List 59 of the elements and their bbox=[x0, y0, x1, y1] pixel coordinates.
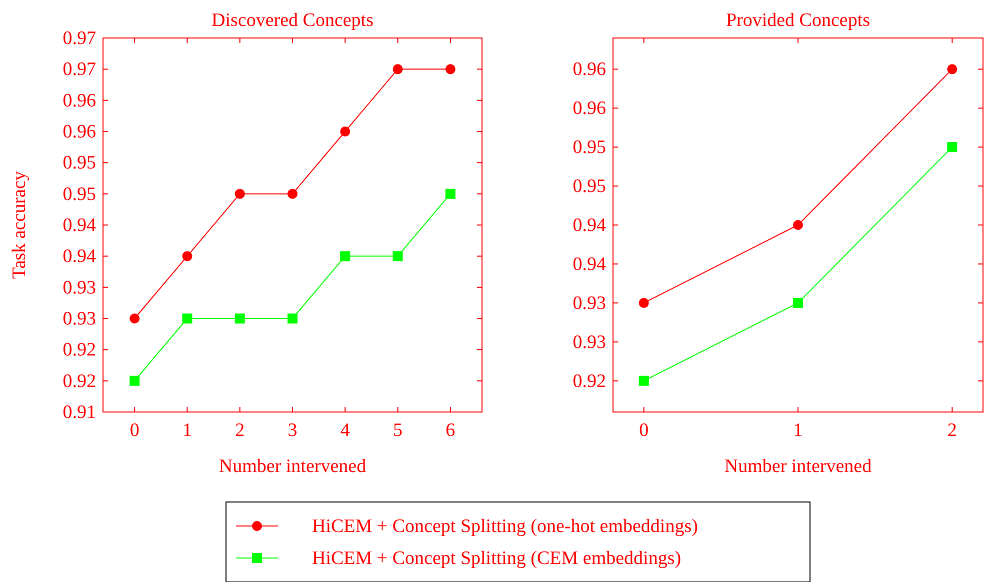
point bbox=[234, 188, 245, 199]
chart-title: Discovered Concepts bbox=[212, 10, 374, 31]
y-tick-label: 0.94 bbox=[62, 215, 96, 236]
y-tick-label: 0.95 bbox=[572, 176, 606, 198]
y-tick-label: 0.91 bbox=[62, 402, 96, 423]
y-tick-label: 0.95 bbox=[62, 152, 96, 174]
point bbox=[947, 142, 958, 152]
y-tick-label: 0.96 bbox=[62, 90, 96, 112]
point bbox=[130, 314, 140, 324]
point bbox=[793, 298, 803, 308]
point bbox=[288, 314, 298, 324]
point bbox=[445, 188, 456, 199]
x-axis-title: Number intervened bbox=[218, 456, 367, 477]
point bbox=[288, 188, 298, 199]
y-tick-label: 0.93 bbox=[62, 308, 96, 330]
point bbox=[793, 220, 803, 230]
legend-label: HiCEM + Concept Splitting (one-hot embeddings) bbox=[312, 516, 698, 537]
point bbox=[445, 64, 456, 74]
y-tick-label: 0.96 bbox=[572, 98, 606, 120]
y-tick-label: 0.92 bbox=[62, 370, 96, 392]
x-tick-label: 4 bbox=[340, 420, 350, 441]
x-tick-label: 6 bbox=[446, 420, 456, 441]
point bbox=[392, 251, 403, 262]
point bbox=[638, 298, 649, 308]
y-tick-label: 0.94 bbox=[572, 215, 606, 236]
y-tick-label: 0.93 bbox=[572, 332, 606, 353]
point bbox=[234, 314, 245, 324]
point bbox=[638, 376, 649, 386]
y-tick-label: 0.92 bbox=[572, 370, 606, 392]
point bbox=[182, 314, 192, 324]
y-tick-label: 0.92 bbox=[62, 340, 96, 361]
x-tick-label: 0 bbox=[130, 420, 140, 441]
legend-label: HiCEM + Concept Splitting (CEM embeddings) bbox=[312, 548, 682, 569]
y-tick-label: 0.95 bbox=[572, 137, 606, 158]
x-tick-label: 2 bbox=[235, 420, 245, 441]
point bbox=[340, 126, 350, 136]
x-tick-label: 0 bbox=[639, 420, 649, 441]
point bbox=[182, 251, 192, 262]
x-tick-label: 1 bbox=[793, 420, 803, 441]
x-tick-label: 3 bbox=[288, 420, 298, 441]
y-tick-label: 0.93 bbox=[62, 277, 96, 298]
y-tick-label: 0.96 bbox=[62, 122, 96, 142]
point bbox=[947, 64, 958, 74]
y-tick-label: 0.97 bbox=[62, 59, 96, 80]
y-tick-label: 0.96 bbox=[572, 59, 606, 80]
y-tick-label: 0.94 bbox=[62, 246, 96, 268]
y-axis-title: Task accuracy bbox=[9, 170, 30, 279]
y-tick-label: 0.97 bbox=[62, 28, 96, 49]
y-tick-label: 0.94 bbox=[572, 254, 606, 275]
point bbox=[340, 251, 350, 262]
x-tick-label: 2 bbox=[947, 420, 957, 441]
x-tick-label: 5 bbox=[393, 420, 403, 441]
point bbox=[392, 64, 403, 74]
y-tick-label: 0.95 bbox=[62, 184, 96, 205]
chart-title: Provided Concepts bbox=[726, 10, 870, 31]
point bbox=[130, 376, 140, 386]
x-tick-label: 1 bbox=[182, 420, 192, 441]
x-axis-title: Number intervened bbox=[724, 456, 872, 477]
y-tick-label: 0.93 bbox=[572, 292, 606, 314]
